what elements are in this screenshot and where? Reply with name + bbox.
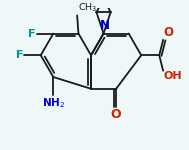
Text: OH: OH: [164, 71, 182, 81]
Text: O: O: [111, 108, 121, 121]
Text: N: N: [100, 19, 110, 32]
Text: CH$_3$: CH$_3$: [78, 2, 97, 14]
Text: NH$_2$: NH$_2$: [42, 96, 65, 110]
Text: O: O: [164, 26, 174, 39]
Text: F: F: [28, 28, 36, 39]
Text: F: F: [16, 50, 23, 60]
